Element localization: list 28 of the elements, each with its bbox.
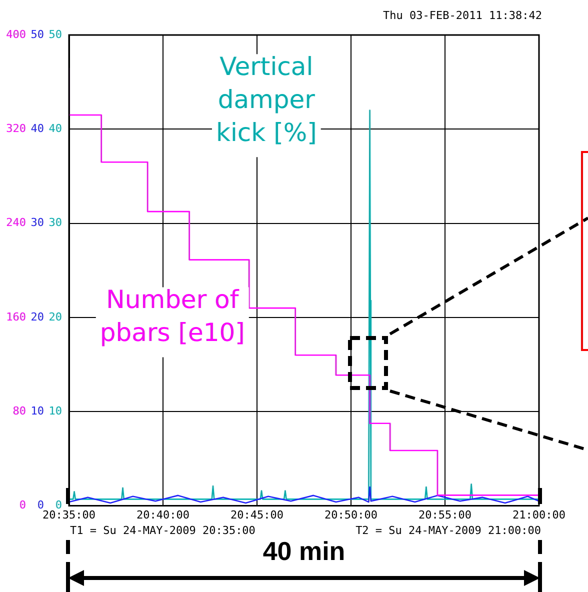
text: T2 = Su 24-MAY-2009 21:00:00 [356, 524, 541, 537]
series-label: Number of pbars [e10] [100, 285, 245, 348]
y3-tick-label: 30 [30, 216, 44, 230]
y-tick-label: 240 [6, 216, 26, 230]
y-tick-label: 160 [6, 310, 26, 324]
y2-tick-label: 30 [48, 216, 62, 230]
text: Thu 03-FEB-2011 11:38:42 [383, 9, 542, 22]
y3-tick-label: 50 [30, 28, 44, 41]
text: Vertical damper kick [%] [216, 52, 317, 148]
y2-tick-label: 10 [48, 404, 62, 418]
x-tick-label: 20:50:00 [324, 508, 378, 522]
x-tick-label: 21:00:00 [512, 508, 566, 522]
y3-tick-label: 40 [30, 122, 44, 136]
y3-tick-label: 0 [37, 498, 44, 512]
x-tick-label: 20:40:00 [136, 508, 190, 522]
y2-tick-label: 50 [48, 28, 62, 41]
y3-tick-label: 20 [30, 310, 44, 324]
y2-tick-label: 40 [48, 122, 62, 136]
y-tick-label: 400 [6, 28, 26, 41]
text: 40 min [262, 536, 346, 567]
y2-tick-label: 20 [48, 310, 62, 324]
y-tick-label: 80 [12, 404, 26, 418]
text: T1 = Su 24-MAY-2009 20:35:00 [70, 524, 256, 537]
x-tick-label: 20:55:00 [418, 508, 472, 522]
y-tick-label: 0 [19, 498, 26, 512]
y-tick-label: 320 [6, 122, 26, 136]
y3-tick-label: 10 [30, 404, 44, 418]
x-tick-label: 20:45:00 [230, 508, 284, 522]
